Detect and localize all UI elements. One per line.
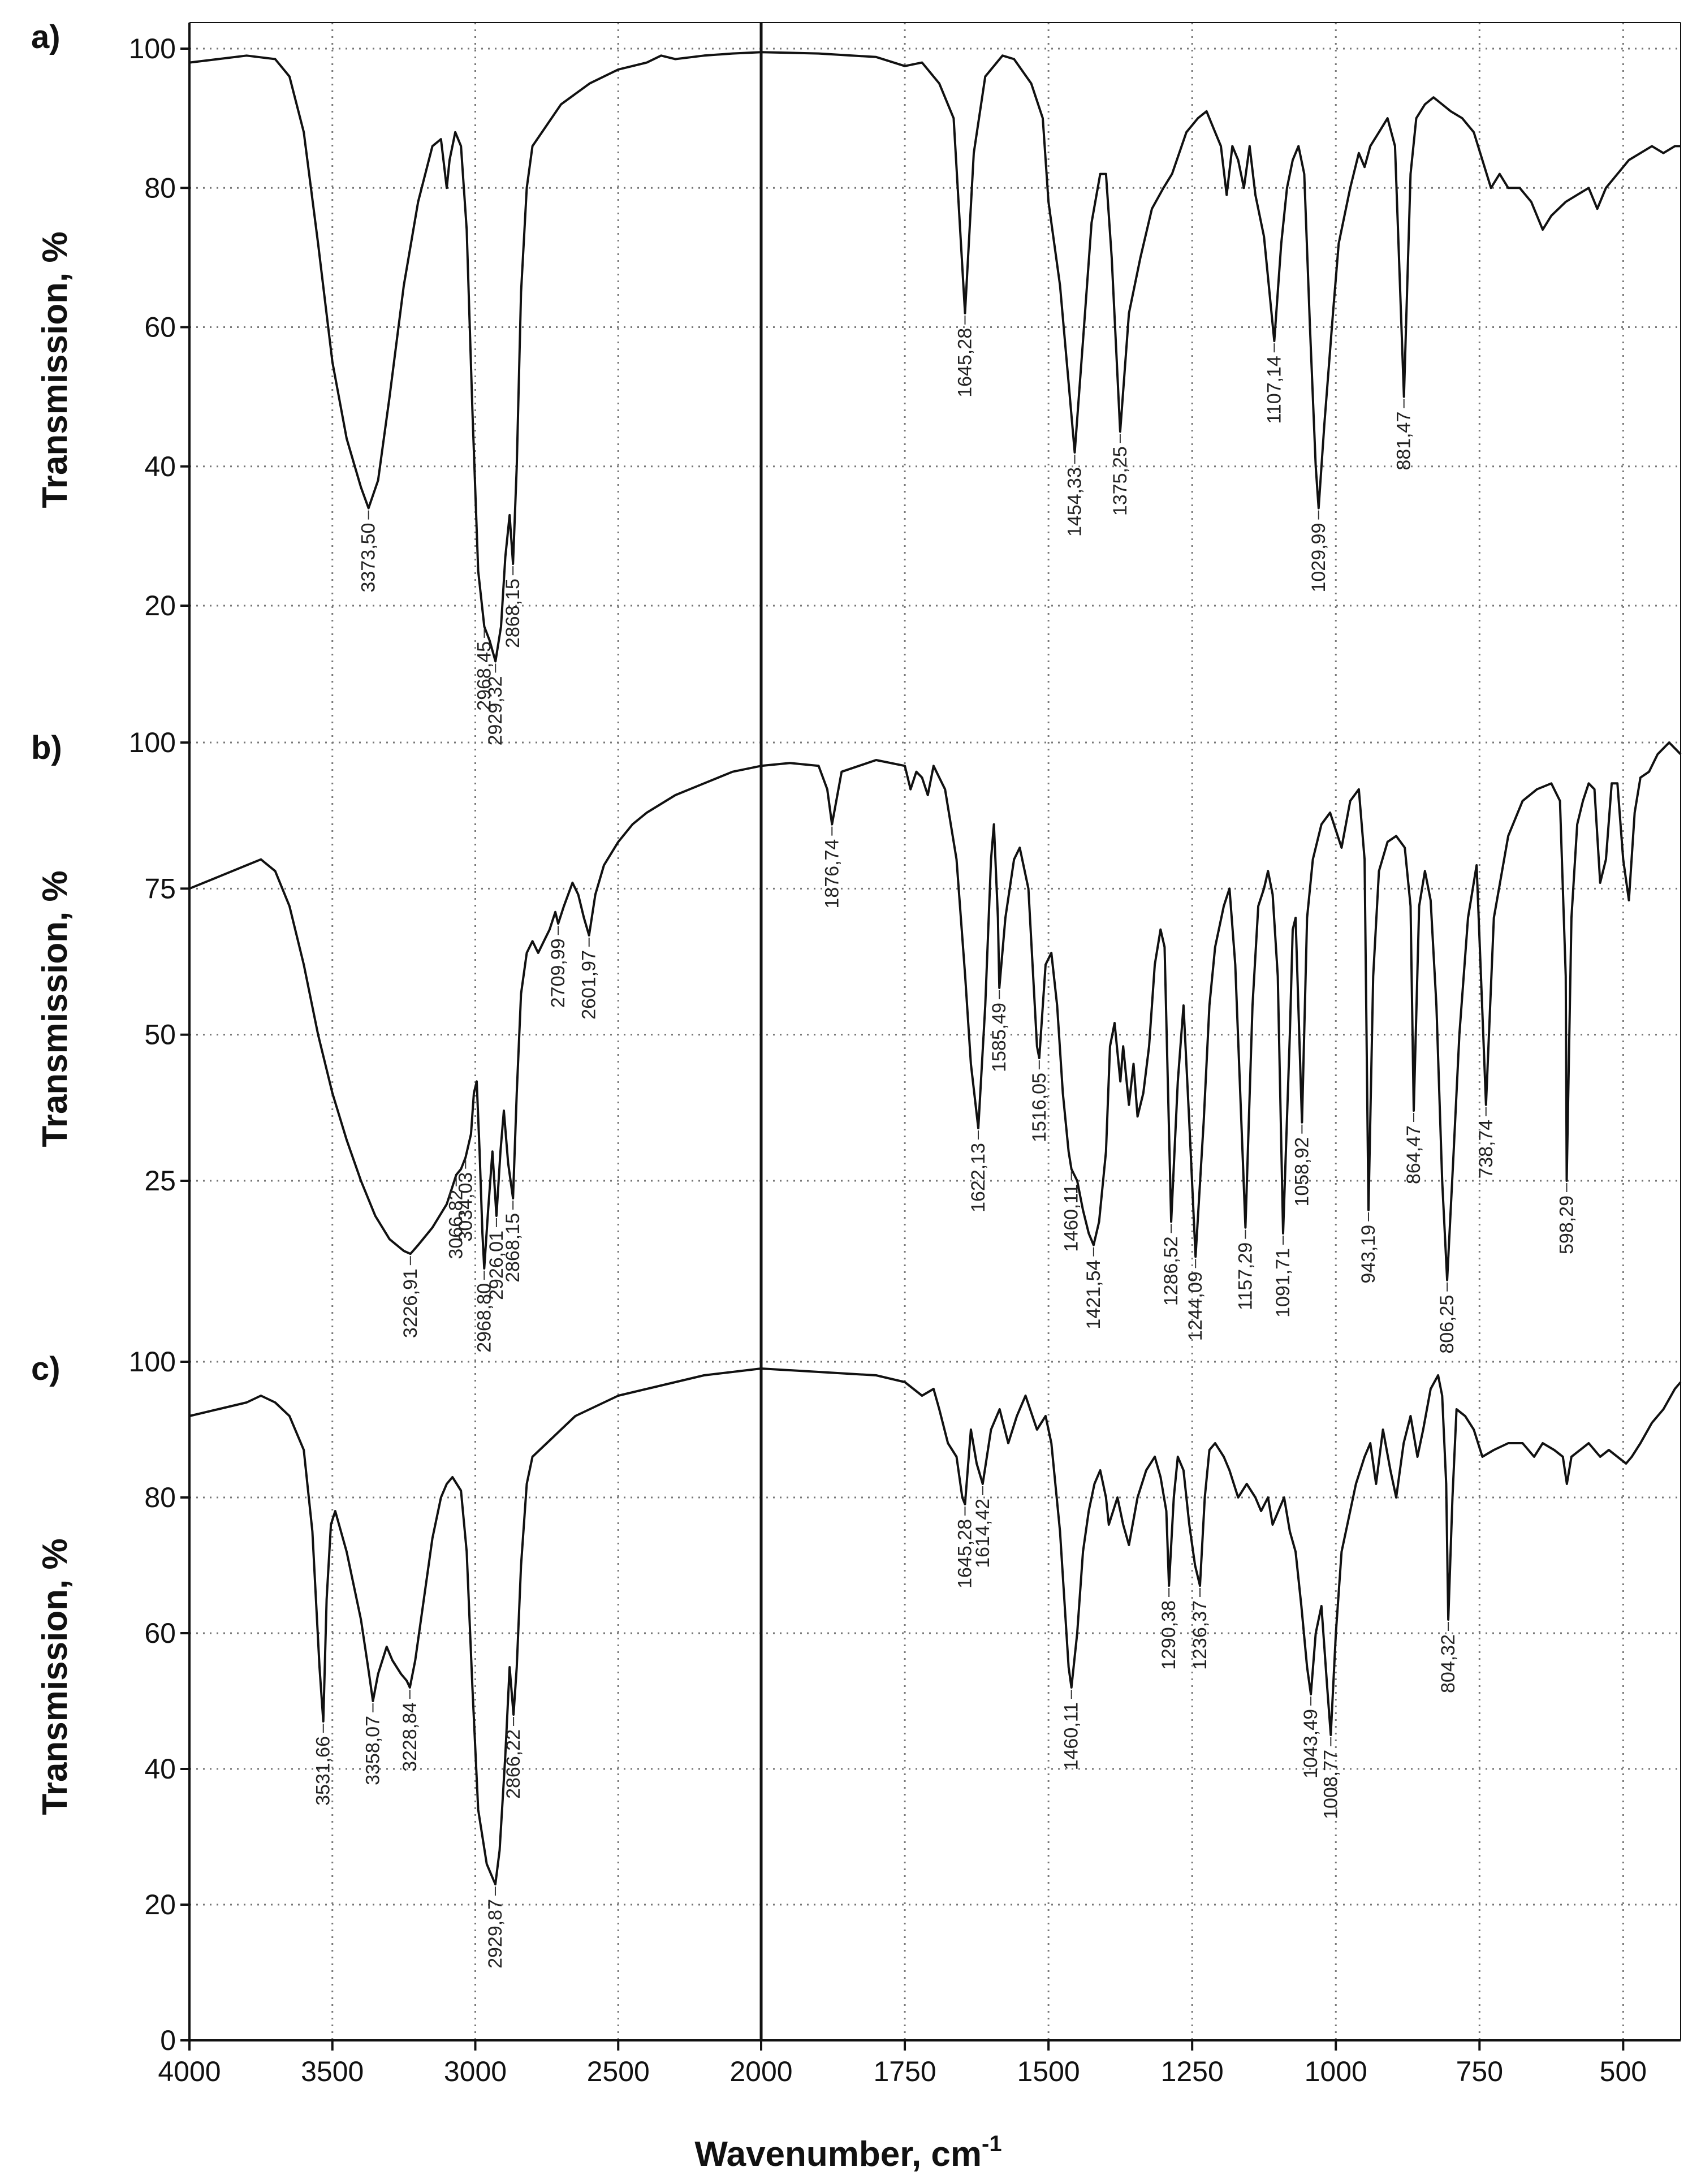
- peak-label: 1375,25: [1109, 446, 1131, 516]
- x-axis-title-superscript: -1: [982, 2131, 1002, 2156]
- peak-label: 1157,29: [1234, 1242, 1256, 1310]
- peak-label: 1460,11: [1061, 1184, 1082, 1251]
- x-axis-title-text: Wavenumber, cm: [694, 2135, 982, 2174]
- peak-label: 3226,91: [400, 1268, 421, 1338]
- y-tick-label: 80: [144, 1482, 176, 1513]
- panel-label: b): [31, 730, 62, 766]
- peak-label: 2601,97: [578, 950, 600, 1020]
- peak-label: 1421,54: [1083, 1260, 1104, 1330]
- x-tick-label: 1500: [1017, 2056, 1080, 2087]
- peak-label: 2929,32: [485, 676, 506, 746]
- peak-label: 3531,66: [313, 1736, 334, 1806]
- peak-label: 738,74: [1475, 1120, 1497, 1179]
- x-tick-label: 2500: [587, 2056, 650, 2087]
- peak-label: 1516,05: [1029, 1073, 1050, 1142]
- x-tick-label: 2000: [729, 2056, 792, 2087]
- spectrum-line-a: [189, 51, 1681, 663]
- peak-label: 598,29: [1556, 1195, 1577, 1254]
- peak-label: 2968,80: [473, 1283, 495, 1353]
- grid-layer: [189, 23, 1681, 2040]
- peak-label: 1645,28: [954, 1519, 975, 1589]
- spectrum-line-b: [189, 741, 1682, 1281]
- peak-label: 1585,49: [988, 1003, 1010, 1072]
- x-tick-label: 1250: [1161, 2056, 1224, 2087]
- x-tick-label: 4000: [158, 2056, 221, 2087]
- peak-label: 1244,09: [1185, 1271, 1206, 1341]
- y-tick-label: 40: [144, 1753, 176, 1785]
- peak-label: 1614,42: [972, 1499, 994, 1568]
- peak-label: 3373,50: [358, 523, 379, 593]
- peak-label: 1091,71: [1272, 1248, 1294, 1318]
- peak-label: 1876,74: [821, 839, 843, 909]
- y-tick-label: 50: [144, 1019, 176, 1051]
- y-tick-label: 60: [144, 312, 176, 343]
- peak-label: 1236,37: [1189, 1600, 1211, 1670]
- peak-label: 881,47: [1393, 412, 1415, 471]
- panel-label: a): [31, 19, 61, 55]
- peak-label: 1043,49: [1300, 1709, 1322, 1779]
- peak-label: 3228,84: [399, 1702, 421, 1772]
- y-tick-label: 75: [144, 873, 176, 904]
- peak-label: 1645,28: [954, 328, 975, 398]
- x-tick-label: 3000: [444, 2056, 507, 2087]
- y-tick-label: 40: [144, 451, 176, 482]
- y-tick-label: 100: [129, 1346, 176, 1378]
- x-tick-label: 500: [1600, 2056, 1647, 2087]
- peak-label: 1058,92: [1291, 1137, 1313, 1207]
- peak-label: 804,32: [1437, 1634, 1459, 1693]
- peak-label: 3358,07: [362, 1716, 383, 1785]
- x-tick-label: 1000: [1305, 2056, 1367, 2087]
- x-axis-title: Wavenumber, cm-1: [694, 2131, 1001, 2174]
- peak-label: 2866,22: [503, 1729, 524, 1799]
- y-tick-label: 60: [144, 1617, 176, 1649]
- peak-label: 2868,15: [502, 579, 524, 648]
- peak-label: 1290,38: [1158, 1600, 1180, 1670]
- spectra-layer: [189, 51, 1682, 1885]
- y-tick-label: 80: [144, 172, 176, 204]
- y-axis-title: Transmission, %: [36, 1538, 75, 1815]
- x-tick-label: 750: [1456, 2056, 1503, 2087]
- y-axis-title: Transmission, %: [36, 231, 75, 508]
- peak-label: 1454,33: [1064, 467, 1086, 537]
- peak-label: 1286,52: [1160, 1236, 1182, 1306]
- y-tick-label: 20: [144, 590, 176, 621]
- peak-label: 2709,99: [547, 938, 569, 1008]
- y-tick-label: 20: [144, 1889, 176, 1920]
- peak-label: 3066,82: [446, 1190, 467, 1259]
- peak-label: 1029,99: [1308, 523, 1329, 593]
- peak-label: 1460,11: [1061, 1702, 1082, 1770]
- peak-label: 806,25: [1436, 1295, 1458, 1354]
- y-tick-label: 100: [129, 33, 176, 64]
- y-tick-label: 0: [160, 2025, 176, 2056]
- peak-label: 2868,15: [502, 1213, 524, 1283]
- x-tick-label: 1750: [873, 2056, 936, 2087]
- peak-label: 2929,87: [485, 1899, 506, 1969]
- y-tick-label: 100: [129, 727, 176, 758]
- peak-label: 943,19: [1358, 1225, 1379, 1284]
- spectrum-line-c: [189, 1367, 1682, 1885]
- y-axis-title: Transmission, %: [36, 870, 75, 1147]
- peak-label: 2968,45: [473, 641, 495, 711]
- peak-label: 2926,01: [486, 1231, 507, 1300]
- peak-label: 1107,14: [1263, 356, 1285, 424]
- panel-label: c): [31, 1350, 61, 1387]
- x-tick-label: 3500: [301, 2056, 364, 2087]
- peak-label: 1008,77: [1320, 1750, 1341, 1819]
- peak-label: 1622,13: [968, 1143, 989, 1212]
- y-tick-label: 25: [144, 1165, 176, 1197]
- peak-label: 864,47: [1403, 1125, 1424, 1184]
- axes-layer: 4000 3500 3000 2500 2000 1750 1500 1250 1000 750 5…: [31, 19, 1681, 2087]
- peak-label: 3034,03: [455, 1172, 476, 1242]
